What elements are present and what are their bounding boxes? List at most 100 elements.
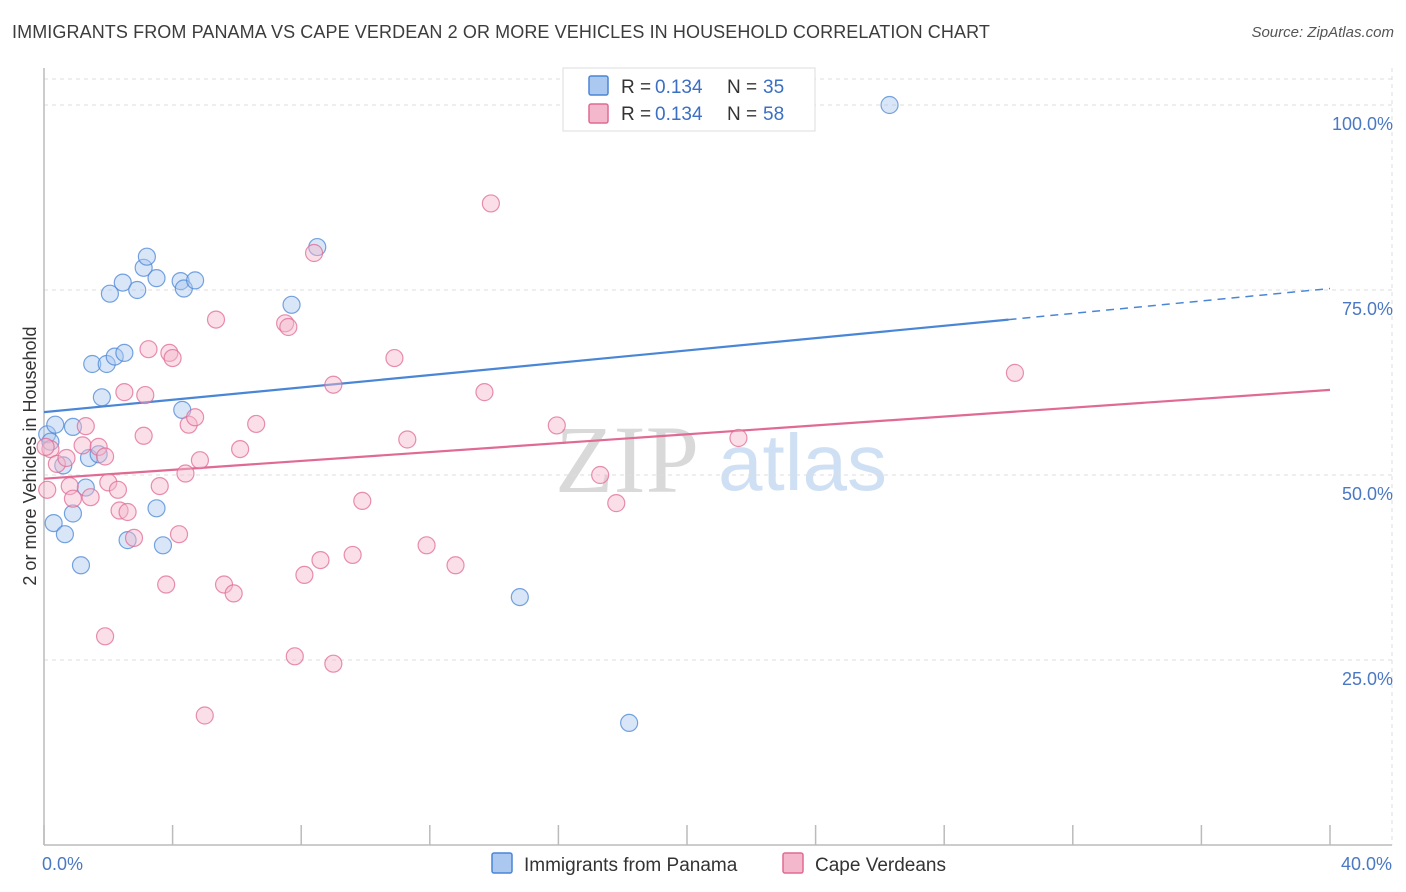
panama-trend-line-extension — [1008, 287, 1331, 321]
panama-point-20 — [134, 258, 153, 277]
bottom-legend-label-cape-verdeans: Cape Verdeans — [815, 855, 946, 876]
cape-verdean-point-45 — [353, 491, 372, 510]
cape-verdean-point-51 — [481, 194, 500, 213]
bottom-legend-label-panama: Immigrants from Panama — [524, 855, 738, 876]
cape-verdean-point-49 — [446, 556, 465, 575]
panama-point-32 — [510, 587, 529, 607]
bottom-legend-swatch-cape-verdeans — [782, 852, 804, 874]
cape-verdean-point-15 — [95, 627, 115, 646]
panama-point-4 — [63, 417, 83, 436]
cape-verdean-point-54 — [607, 494, 626, 513]
cape-verdean-point-47 — [398, 430, 417, 449]
cape-verdean-point-28 — [115, 383, 134, 402]
panama-point-6 — [55, 525, 74, 544]
panama-point-15 — [105, 347, 124, 366]
panama-trend-line — [43, 318, 1009, 414]
cape-verdean-point-34 — [231, 440, 250, 459]
panama-point-21 — [137, 247, 156, 266]
cape-verdean-point-50 — [475, 383, 494, 402]
y-tick-label-25: 25.0% — [1342, 669, 1393, 689]
cape-verdean-point-53 — [591, 465, 610, 485]
bottom-legend: Immigrants from Panama Cape Verdeans — [491, 852, 946, 876]
panama-point-19 — [128, 280, 147, 300]
source-label: Source: ZipAtlas.com — [1251, 24, 1394, 41]
cape-verdean-point-7 — [76, 417, 95, 436]
panama-point-18 — [113, 273, 132, 292]
panama-point-9 — [76, 478, 95, 497]
chart-title: IMMIGRANTS FROM PANAMA VS CAPE VERDEAN 2… — [12, 22, 990, 42]
cape-verdean-point-16 — [124, 528, 144, 548]
x-tick-label-min: 0.0% — [42, 854, 83, 874]
cape-verdean-point-23 — [176, 464, 195, 483]
y-tick-label-75: 75.0% — [1342, 299, 1393, 319]
cape-verdean-point-48 — [417, 536, 436, 555]
cape-verdean-point-21 — [157, 575, 176, 594]
panama-point-8 — [71, 556, 91, 575]
cape-verdean-point-30 — [206, 310, 226, 329]
cape-verdean-point-33 — [224, 584, 243, 603]
watermark-atlas: atlas — [718, 418, 887, 507]
cape-verdean-point-10 — [95, 447, 115, 466]
legend-n-value-1: 35 — [763, 77, 784, 98]
panama-point-30 — [282, 295, 301, 314]
legend-r-label-2: R = — [621, 104, 651, 125]
cape-verdean-point-42 — [324, 654, 343, 673]
panama-point-34 — [880, 95, 899, 115]
cape-verdean-point-52 — [547, 416, 566, 435]
cape-verdean-point-8 — [81, 488, 100, 507]
legend-r-label-1: R = — [621, 77, 651, 98]
cape-verdean-point-43 — [324, 375, 343, 394]
cape-verdean-point-5 — [63, 489, 83, 508]
bottom-legend-swatch-panama — [491, 852, 513, 874]
panama-point-28 — [153, 536, 173, 555]
panama-point-26 — [147, 499, 166, 518]
legend: R = 0.134 N = 35 R = 0.134 N = 58 — [562, 67, 816, 132]
cape-verdean-point-41 — [311, 550, 330, 570]
cape-verdean-point-22 — [169, 525, 189, 544]
legend-swatch-pink — [588, 103, 609, 124]
panama-point-2 — [46, 415, 65, 434]
x-tick-label-max: 40.0% — [1341, 854, 1392, 874]
cape-verdean-point-29 — [190, 451, 210, 470]
axis-layer: 25.0% 50.0% 75.0% 100.0% — [43, 68, 1393, 846]
panama-point-17 — [100, 284, 120, 303]
legend-n-label-1: N = — [727, 77, 757, 98]
panama-point-5 — [44, 513, 63, 533]
cape-verdean-point-0 — [38, 480, 57, 499]
cape-verdean-point-19 — [139, 340, 158, 359]
cape-verdean-point-35 — [247, 414, 266, 434]
cape-verdean-point-31 — [195, 706, 214, 725]
points-layer — [36, 95, 1025, 733]
cape-verdean-point-57 — [36, 437, 55, 456]
legend-r-value-2: 0.134 — [655, 104, 703, 125]
cape-verdean-point-39 — [295, 565, 314, 585]
cape-verdean-point-2 — [47, 454, 66, 473]
cape-verdean-point-44 — [343, 545, 362, 565]
legend-r-value-1: 0.134 — [655, 77, 703, 98]
cape-verdean-point-38 — [285, 647, 304, 666]
cape-verdean-point-17 — [134, 426, 153, 445]
cape-verdean-point-24 — [179, 415, 198, 434]
cape-verdean-point-12 — [108, 480, 128, 499]
cape-verdean-point-40 — [304, 243, 324, 263]
cape-verdean-point-20 — [150, 477, 169, 496]
y-tick-label-100: 100.0% — [1332, 114, 1393, 134]
legend-swatch-blue — [588, 75, 609, 96]
trend-layer — [43, 287, 1331, 480]
cape-verdean-point-3 — [57, 448, 76, 468]
panama-point-1 — [41, 432, 60, 451]
cape-verdean-point-9 — [89, 437, 108, 456]
cape-verdean-point-56 — [1005, 363, 1025, 382]
cape-verdean-point-14 — [118, 502, 137, 522]
cape-verdean-point-46 — [385, 348, 404, 368]
panama-point-33 — [620, 713, 639, 733]
panama-point-16 — [115, 343, 134, 362]
cape-verdean-point-11 — [99, 473, 118, 492]
cape-verdean-trend-line — [43, 388, 1331, 480]
watermark-zip: ZIP — [555, 406, 699, 513]
panama-point-25 — [186, 271, 205, 290]
legend-n-label-2: N = — [727, 104, 757, 125]
legend-n-value-2: 58 — [763, 104, 784, 125]
cape-verdean-point-37 — [279, 317, 298, 337]
